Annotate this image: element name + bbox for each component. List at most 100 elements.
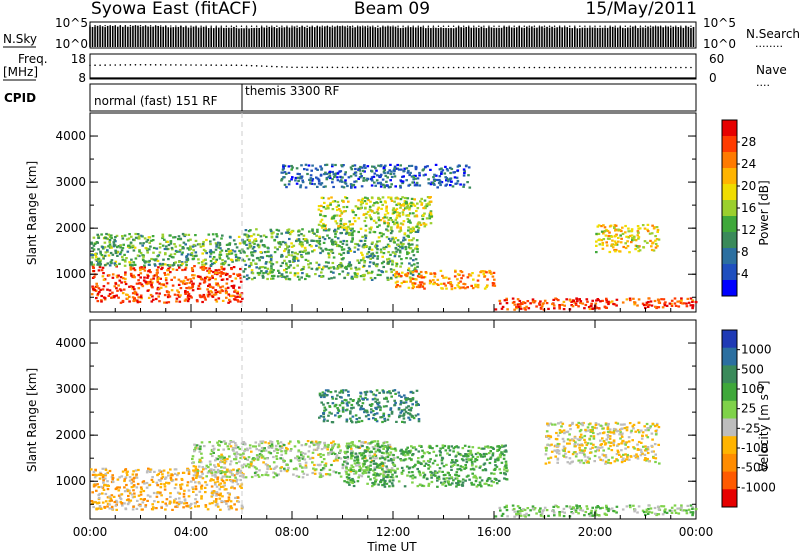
heatmap-cell <box>242 456 246 459</box>
nsearch-dot <box>452 25 455 27</box>
heatmap-cell <box>646 230 650 233</box>
heatmap-cell <box>306 172 309 176</box>
heatmap-cell <box>452 463 456 466</box>
heatmap-cell <box>233 290 236 293</box>
heatmap-cell <box>333 267 336 270</box>
heatmap-cell <box>497 445 500 448</box>
heatmap-cell <box>572 299 576 302</box>
nsearch-dot <box>94 25 96 27</box>
heatmap-cell <box>151 295 154 298</box>
heatmap-cell <box>199 445 202 448</box>
heatmap-cell <box>177 278 181 281</box>
heatmap-cell <box>635 245 639 248</box>
heatmap-cell <box>115 294 118 297</box>
freq-dot <box>669 66 672 69</box>
freq-dot <box>427 66 430 69</box>
heatmap-cell <box>196 243 200 246</box>
heatmap-cell <box>185 256 188 259</box>
heatmap-cell <box>576 300 579 303</box>
freq-dot <box>397 66 399 69</box>
heatmap-cell <box>194 505 197 508</box>
heatmap-cell <box>127 501 131 504</box>
heatmap-cell <box>287 251 290 254</box>
heatmap-cell <box>194 465 198 468</box>
heatmap-cell <box>386 473 390 477</box>
heatmap-cell <box>388 453 391 456</box>
heatmap-cell <box>230 486 233 489</box>
heatmap-cell <box>186 484 189 487</box>
heatmap-cell <box>322 214 325 218</box>
heatmap-cell <box>214 499 218 503</box>
heatmap-cell <box>232 286 235 289</box>
heatmap-cell <box>119 301 123 304</box>
heatmap-cell <box>352 183 356 186</box>
heatmap-cell <box>355 445 359 448</box>
heatmap-cell <box>279 264 283 267</box>
heatmap-cell <box>420 281 424 284</box>
heatmap-cell <box>390 228 393 231</box>
heatmap-cell <box>634 239 638 242</box>
heatmap-cell <box>568 299 572 302</box>
heatmap-cell <box>386 455 390 459</box>
heatmap-cell <box>505 299 508 302</box>
heatmap-cell <box>348 220 351 223</box>
cpid-label: CPID <box>4 91 36 105</box>
nsearch-dot <box>457 25 460 27</box>
heatmap-cell <box>491 282 495 285</box>
heatmap-cell <box>194 481 197 484</box>
heatmap-cell <box>411 273 415 277</box>
heatmap-cell <box>319 174 323 177</box>
heatmap-cell <box>342 200 345 203</box>
heatmap-cell <box>141 235 144 238</box>
freq-dot <box>306 66 308 69</box>
heatmap-cell <box>245 278 249 281</box>
heatmap-cell <box>209 255 212 258</box>
heatmap-cell <box>393 255 397 258</box>
heatmap-cell <box>446 169 450 172</box>
heatmap-cell <box>393 273 397 276</box>
heatmap-cell <box>363 260 367 263</box>
heatmap-cell <box>280 450 283 453</box>
heatmap-cell <box>615 298 619 301</box>
heatmap-cell <box>396 226 399 229</box>
heatmap-cell <box>325 163 329 166</box>
freq-dot <box>594 66 596 69</box>
heatmap-cell <box>389 163 392 166</box>
heatmap-cell <box>145 486 149 489</box>
heatmap-cell <box>383 216 387 219</box>
heatmap-cell <box>163 488 167 491</box>
freq-dot <box>336 66 339 69</box>
heatmap-cell <box>427 467 430 470</box>
heatmap-cell <box>387 237 391 240</box>
nsearch-dot <box>483 25 485 27</box>
heatmap-cell <box>598 307 601 310</box>
heatmap-cell <box>412 229 415 232</box>
heatmap-cell <box>250 269 254 272</box>
heatmap-cell <box>211 491 214 495</box>
freq-dot <box>392 66 394 69</box>
heatmap-cell <box>202 244 205 247</box>
nsearch-dot <box>680 25 682 27</box>
heatmap-cell <box>459 465 463 468</box>
heatmap-cell <box>360 175 363 178</box>
freq-panel-frame <box>89 53 697 80</box>
heatmap-cell <box>319 183 323 186</box>
heatmap-cell <box>602 238 606 241</box>
heatmap-cell <box>130 258 133 261</box>
heatmap-cell <box>398 249 402 252</box>
freq-dot <box>134 64 137 66</box>
heatmap-cell <box>207 233 211 236</box>
heatmap-cell <box>216 441 219 444</box>
heatmap-cell <box>212 270 215 274</box>
heatmap-cell <box>478 476 482 479</box>
heatmap-cell <box>475 477 478 480</box>
heatmap-cell <box>378 224 381 227</box>
heatmap-cell <box>387 251 390 254</box>
heatmap-cell <box>146 499 149 502</box>
heatmap-cell <box>315 239 318 243</box>
heatmap-cell <box>407 242 410 245</box>
heatmap-cell <box>280 446 284 449</box>
heatmap-cell <box>197 258 200 261</box>
heatmap-cell <box>375 478 378 481</box>
